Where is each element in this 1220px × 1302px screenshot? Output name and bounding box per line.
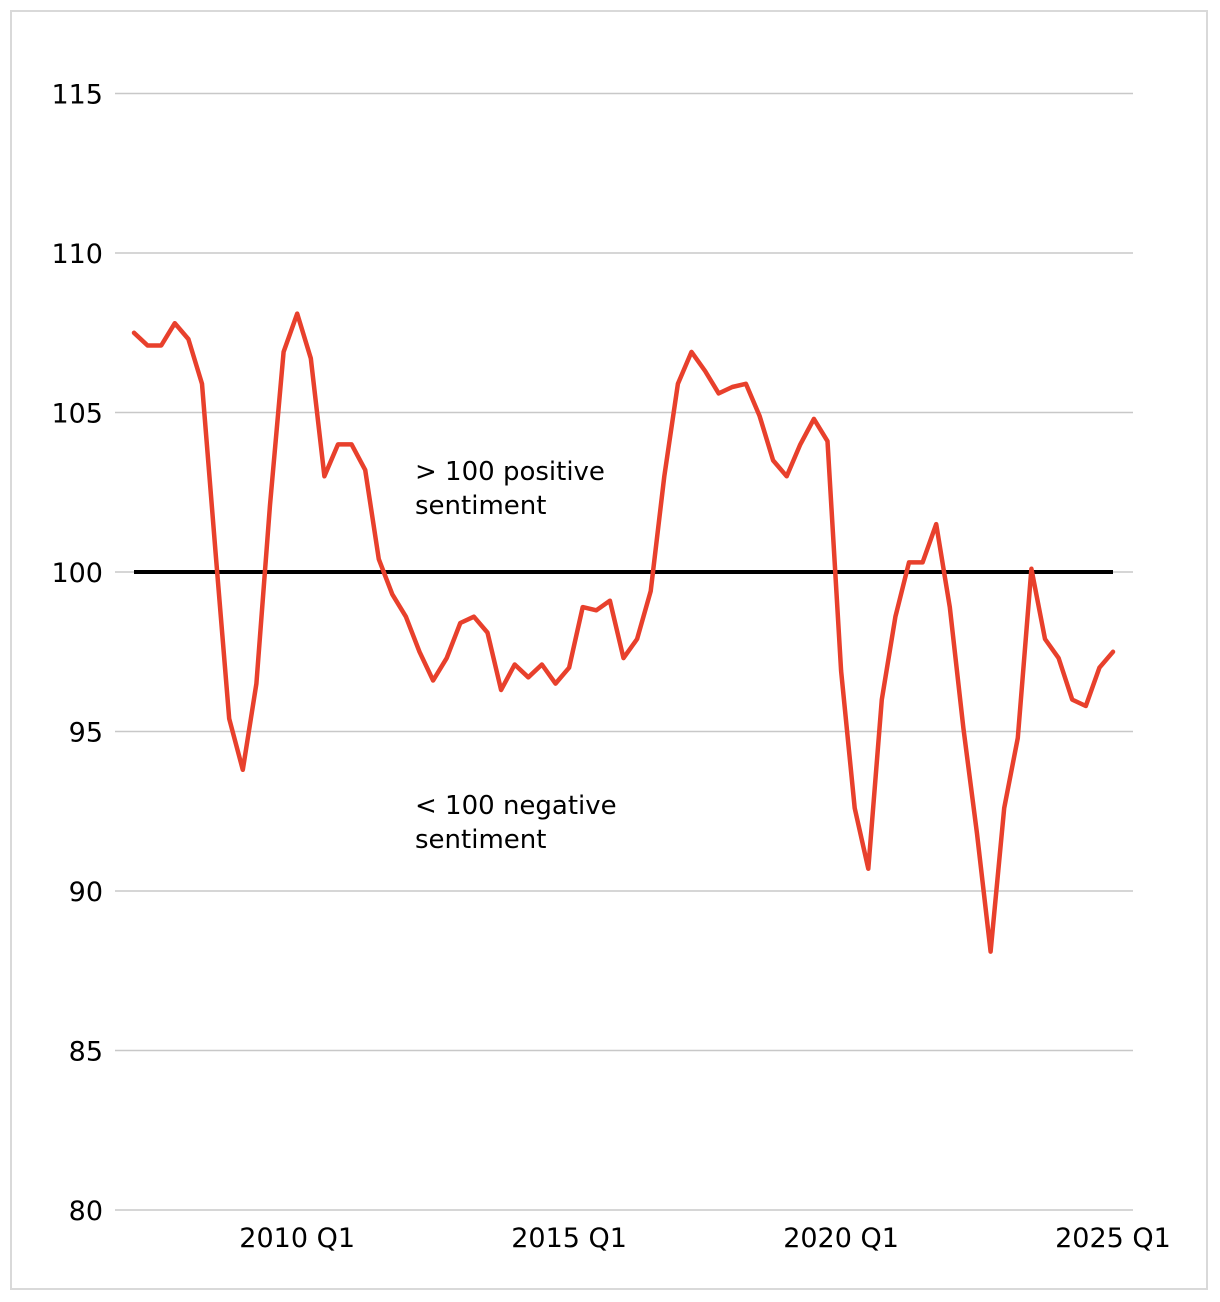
annotation-negative-line-1: < 100 negative xyxy=(415,791,617,821)
chart-frame xyxy=(10,10,1208,1290)
annotation-positive-line-2: sentiment xyxy=(415,491,546,521)
series-line xyxy=(131,311,1116,954)
x-tick-label: 2015 Q1 xyxy=(511,1223,627,1254)
annotation-positive-line-1: > 100 positive xyxy=(415,457,605,487)
y-tick-label: 100 xyxy=(51,558,103,589)
y-tick-label: 90 xyxy=(69,877,103,908)
x-tick-label: 2010 Q1 xyxy=(239,1223,355,1254)
y-tick-label: 115 xyxy=(51,80,103,111)
x-tick-label: 2020 Q1 xyxy=(783,1223,899,1254)
y-tick-label: 85 xyxy=(69,1037,103,1068)
x-tick-label: 2025 Q1 xyxy=(1055,1223,1171,1254)
y-tick-label: 80 xyxy=(69,1196,103,1227)
y-tick-label: 95 xyxy=(69,718,103,749)
y-axis-ticks: 80 85 90 95 100 105 110 115 xyxy=(51,80,103,1228)
annotation-positive: > 100 positive sentiment xyxy=(415,457,613,521)
y-tick-label: 105 xyxy=(51,399,103,430)
annotation-negative-line-2: sentiment xyxy=(415,825,546,855)
series-group xyxy=(131,311,1116,954)
x-axis-ticks: 2010 Q1 2015 Q1 2020 Q1 2025 Q1 xyxy=(239,1223,1171,1254)
y-tick-label: 110 xyxy=(51,239,103,270)
annotation-negative: < 100 negative sentiment xyxy=(415,791,625,855)
